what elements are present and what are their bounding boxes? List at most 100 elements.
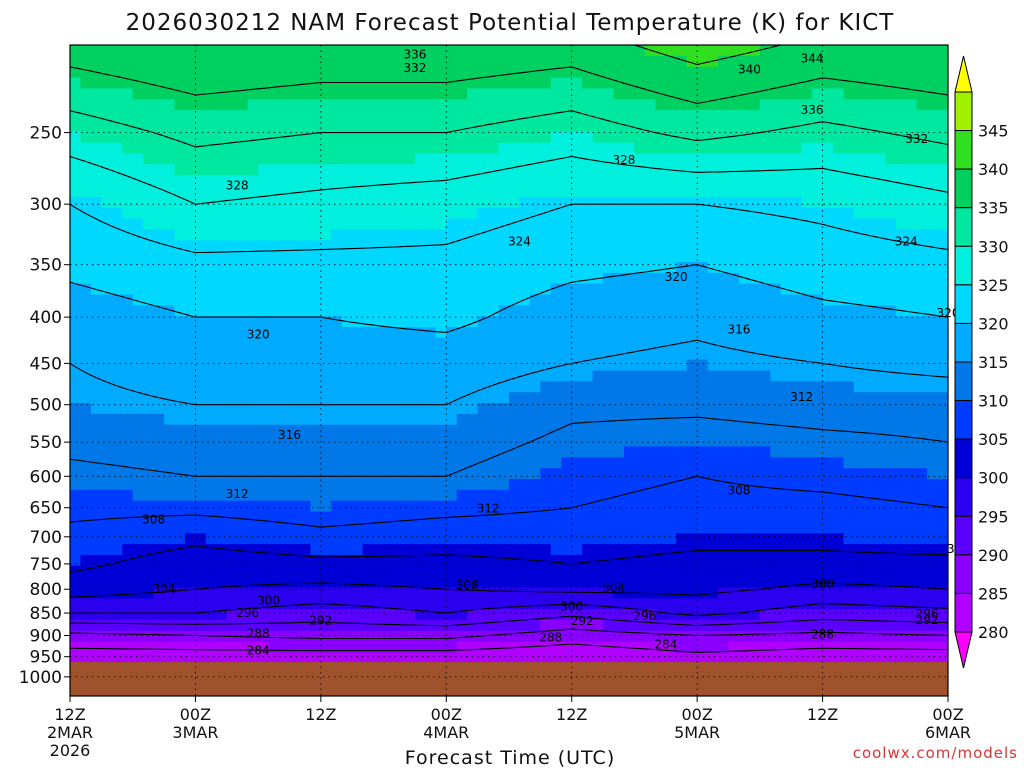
field-cell	[665, 424, 677, 437]
field-cell	[707, 218, 719, 231]
field-cell	[153, 283, 165, 296]
field-cell	[780, 294, 792, 306]
field-cell	[759, 120, 771, 133]
field-cell	[770, 630, 782, 643]
field-cell	[655, 554, 667, 567]
field-cell	[738, 565, 750, 578]
field-cell	[498, 544, 510, 556]
field-cell	[299, 554, 311, 567]
field-cell	[362, 554, 374, 567]
field-cell	[770, 207, 782, 220]
field-cell	[509, 598, 521, 610]
field-cell	[477, 522, 489, 534]
field-cell	[644, 348, 656, 361]
field-cell	[707, 66, 719, 79]
field-cell	[634, 337, 646, 350]
field-cell	[425, 533, 437, 545]
field-cell	[582, 403, 594, 415]
field-cell	[456, 142, 468, 155]
field-cell	[718, 533, 730, 545]
field-cell	[184, 272, 197, 285]
field-cell	[519, 251, 531, 263]
field-cell	[686, 489, 698, 502]
field-cell	[592, 142, 604, 155]
field-cell	[195, 576, 207, 589]
field-cell	[655, 652, 667, 665]
field-cell	[655, 435, 667, 448]
field-cell	[394, 131, 406, 144]
field-cell	[153, 262, 165, 274]
field-cell	[331, 153, 343, 165]
field-cell	[833, 207, 845, 220]
field-cell	[906, 511, 918, 523]
field-cell	[90, 609, 102, 621]
field-cell	[456, 652, 468, 665]
field-cell	[373, 630, 385, 643]
field-cell	[289, 370, 301, 382]
field-cell	[561, 489, 573, 502]
field-cell	[937, 66, 948, 79]
field-cell	[686, 554, 698, 567]
field-cell	[801, 164, 813, 176]
field-cell	[143, 55, 155, 68]
field-cell	[770, 598, 782, 610]
field-cell	[906, 77, 918, 89]
field-cell	[467, 99, 479, 111]
field-cell	[780, 359, 792, 372]
field-cell	[718, 479, 730, 491]
field-cell	[738, 66, 750, 79]
field-cell	[655, 620, 667, 632]
field-cell	[906, 164, 918, 176]
field-cell	[885, 196, 897, 209]
field-cell	[623, 576, 636, 589]
field-cell	[414, 110, 426, 122]
field-cell	[320, 99, 332, 111]
field-cell	[289, 392, 301, 404]
field-cell	[770, 337, 782, 350]
field-cell	[331, 479, 343, 491]
field-cell	[488, 489, 500, 502]
field-cell	[927, 652, 939, 665]
field-cell	[153, 348, 165, 361]
field-cell	[268, 294, 280, 306]
field-cell	[770, 533, 782, 545]
field-cell	[90, 164, 102, 176]
field-cell	[289, 175, 301, 187]
field-cell	[477, 186, 489, 198]
field-cell	[362, 403, 374, 415]
field-cell	[404, 337, 416, 350]
field-cell	[843, 359, 855, 372]
field-cell	[488, 55, 500, 68]
field-cell	[676, 207, 688, 220]
field-cell	[812, 131, 824, 144]
field-cell	[509, 327, 521, 339]
field-cell	[801, 511, 813, 523]
field-cell	[143, 99, 155, 111]
field-cell	[697, 392, 709, 404]
field-cell	[435, 457, 447, 469]
field-cell	[373, 251, 385, 263]
field-cell	[707, 576, 719, 589]
field-cell	[697, 305, 709, 317]
field-cell	[226, 272, 238, 285]
field-cell	[467, 392, 479, 404]
field-cell	[801, 457, 813, 469]
field-cell	[540, 110, 552, 122]
field-cell	[279, 641, 291, 654]
field-cell	[289, 120, 301, 133]
field-cell	[425, 609, 437, 621]
field-cell	[414, 99, 426, 111]
field-cell	[477, 652, 489, 665]
field-cell	[373, 533, 385, 545]
field-cell	[634, 533, 646, 545]
field-cell	[80, 77, 92, 89]
field-cell	[195, 348, 207, 361]
field-cell	[676, 576, 688, 589]
field-cell	[509, 630, 521, 643]
field-cell	[289, 45, 301, 57]
field-cell	[540, 88, 552, 100]
field-cell	[320, 544, 332, 556]
field-cell	[916, 88, 928, 100]
field-cell	[456, 565, 468, 578]
field-cell	[561, 641, 573, 654]
